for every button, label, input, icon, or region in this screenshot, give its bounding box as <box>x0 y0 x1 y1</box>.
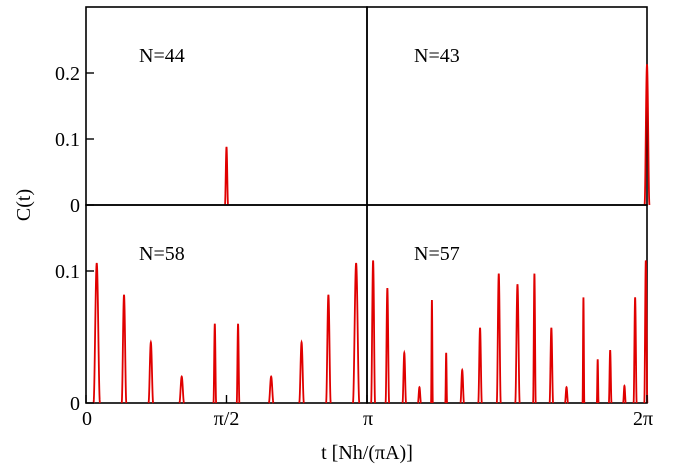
y-tick-label: 0 <box>70 393 80 415</box>
panel-title: N=43 <box>414 45 460 67</box>
curve-peak <box>147 339 155 404</box>
tick-group: π 2π <box>363 395 653 430</box>
curve-peak <box>632 297 638 404</box>
panel-top-left: 0 0.1 0.2 N=44 <box>55 6 368 217</box>
curve-peak <box>268 375 275 404</box>
y-axis-label: C(t) <box>13 189 35 221</box>
curve-peak <box>581 297 586 404</box>
x-tick-label: π/2 <box>214 408 240 430</box>
curve-peak <box>325 294 332 404</box>
curve-peak <box>459 367 465 404</box>
curve-peak <box>477 327 483 404</box>
panel-frame <box>366 204 648 404</box>
curve-peak <box>607 350 613 404</box>
panel-title: N=57 <box>414 243 460 265</box>
panel-frame <box>366 6 648 206</box>
panel-frame <box>85 204 368 404</box>
y-tick-label: 0.1 <box>55 261 80 283</box>
curve-peak <box>120 294 128 404</box>
curve-group <box>224 146 229 206</box>
curve-peak <box>514 284 521 404</box>
curve-peak <box>178 375 185 404</box>
curve-peak <box>564 385 569 404</box>
curve-group <box>370 260 649 404</box>
tick-group: 0 0.1 0.2 <box>55 63 94 217</box>
curve-peak <box>430 299 434 404</box>
curve-peak <box>595 359 600 404</box>
panel-title: N=58 <box>139 243 185 265</box>
y-tick-label: 0 <box>70 195 80 217</box>
curve-peak <box>548 327 555 404</box>
x-axis-label: t [Nh/(πA)] <box>321 442 413 464</box>
curve-peak <box>384 288 391 404</box>
tick-group: 0 0.1 0 π/2 <box>55 261 239 430</box>
x-tick-label: 0 <box>82 408 92 430</box>
curve-peak <box>401 349 407 404</box>
curve-peak <box>444 352 448 404</box>
curve-peak <box>224 146 229 206</box>
curve-peak <box>370 260 376 404</box>
curve-peak <box>495 273 502 404</box>
curve-group <box>92 262 361 404</box>
panel-title: N=44 <box>139 45 185 67</box>
curve-peak <box>417 385 422 404</box>
y-tick-label: 0.2 <box>55 63 80 85</box>
curve-peak <box>643 64 651 206</box>
curve-peak <box>298 339 305 404</box>
curve-peak <box>643 260 649 404</box>
curve-peak <box>212 323 218 404</box>
curve-peak <box>532 273 537 404</box>
curve-peak <box>352 262 361 404</box>
y-tick-label: 0.1 <box>55 129 80 151</box>
panel-bottom-left: 0 0.1 0 π/2 N=58 <box>55 204 368 430</box>
curve-peak <box>622 384 627 404</box>
curve-peak <box>235 323 241 404</box>
x-tick-label: 2π <box>633 408 653 430</box>
curve-group <box>643 64 651 206</box>
curve-peak <box>92 262 101 404</box>
panel-bottom-right: π 2π N=57 <box>363 204 653 430</box>
panel-top-right: N=43 <box>366 6 651 206</box>
x-tick-label: π <box>363 408 373 430</box>
